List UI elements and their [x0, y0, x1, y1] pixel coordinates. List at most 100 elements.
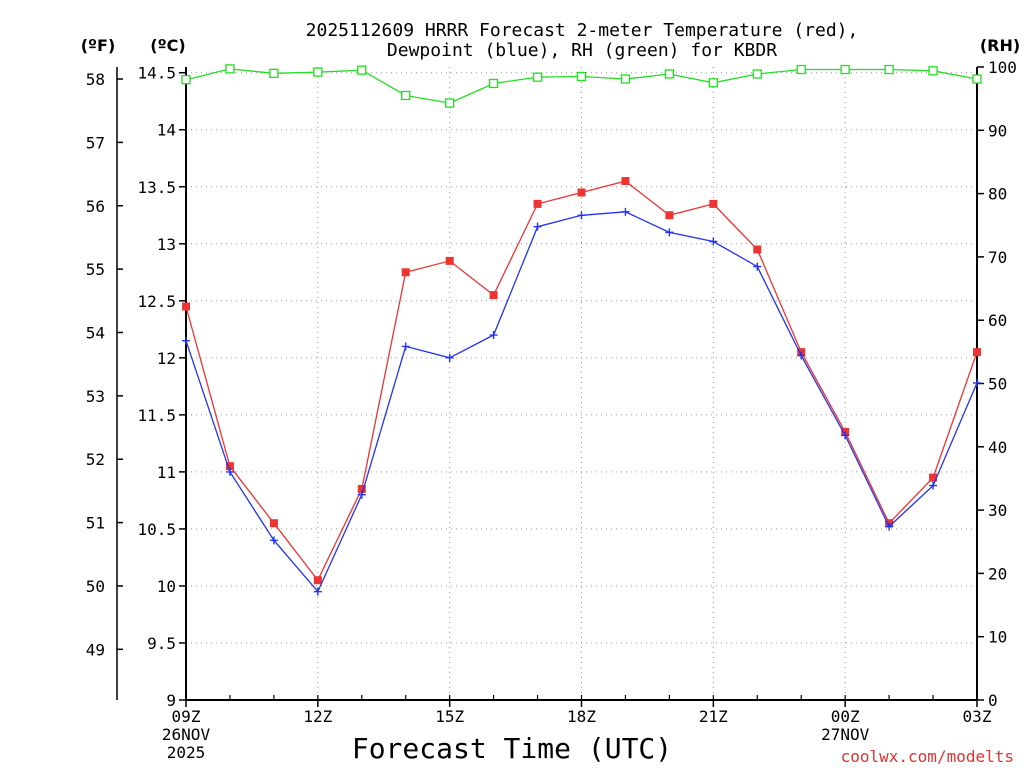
dewpoint-point	[621, 207, 630, 216]
rh-point	[884, 64, 894, 75]
dewpoint-point	[753, 262, 762, 271]
dewpoint-point	[533, 222, 542, 231]
fahrenheit-tick-label: 56	[86, 197, 105, 216]
rh-point	[357, 65, 367, 75]
fahrenheit-tick-label: 58	[86, 70, 105, 89]
dewpoint-point	[973, 378, 981, 387]
fahrenheit-tick-label: 54	[86, 323, 105, 342]
series	[181, 64, 982, 596]
x-tick-label: 21Z	[699, 707, 728, 726]
x-tick-label: 03Z	[963, 707, 992, 726]
rh-point	[664, 69, 675, 79]
dewpoint-point	[445, 353, 454, 362]
temperature-point	[225, 462, 234, 471]
celsius-tick-label: 9.5	[147, 634, 176, 653]
chart-title-line2: Dewpoint (blue), RH (green) for KBDR	[387, 40, 777, 61]
celsius-tick-label: 11	[157, 463, 176, 482]
dewpoint-point	[269, 536, 278, 545]
rh-tick-label: 80	[988, 185, 1007, 204]
celsius-tick-label: 9	[166, 691, 176, 710]
x-tick-date: 26NOV	[162, 725, 211, 744]
axis-ticks: 9 9.5 10 10.5 11 11.5 12 12.5 13 13.5 14 14.5 49 50 51…	[86, 58, 1017, 762]
temperature-point	[445, 256, 454, 265]
rh-point	[620, 74, 631, 84]
fahrenheit-tick-label: 53	[86, 387, 105, 406]
rh-tick-label: 20	[988, 564, 1007, 583]
dewpoint-point	[577, 211, 586, 220]
dewpoint-point	[929, 481, 938, 490]
rh-point	[576, 71, 587, 82]
temperature-point	[973, 348, 981, 357]
rh-point	[225, 64, 235, 74]
rh-point	[708, 78, 718, 88]
x-tick-label: 00Z	[831, 707, 860, 726]
temperature-point	[753, 245, 762, 254]
dewpoint-point	[225, 467, 234, 476]
chart-title-line1: 2025112609 HRRR Forecast 2-meter Tempera…	[306, 20, 859, 41]
rh-tick-label: 0	[988, 691, 998, 710]
dewpoint-point	[841, 431, 850, 440]
celsius-tick-label: 12	[157, 349, 176, 368]
rh-point	[401, 90, 411, 101]
celsius-tick-label: 13.5	[137, 178, 176, 197]
fahrenheit-unit-label: (ºF)	[81, 36, 116, 55]
dewpoint-point	[182, 336, 190, 345]
x-tick-label: 15Z	[435, 707, 464, 726]
temperature-point	[489, 291, 498, 300]
x-tick-label: 12Z	[303, 707, 332, 726]
rh-point	[269, 68, 279, 78]
celsius-tick-label: 14	[157, 121, 176, 140]
rh-point	[752, 69, 762, 79]
temperature-point	[665, 211, 674, 220]
celsius-tick-label: 10	[157, 577, 176, 596]
x-tick-year: 2025	[167, 743, 206, 762]
watermark: coolwx.com/modelts	[841, 747, 1014, 766]
temperature-point	[313, 576, 322, 585]
celsius-unit-label: (ºC)	[150, 36, 185, 55]
rh-tick-label: 10	[988, 628, 1007, 647]
fahrenheit-tick-label: 51	[86, 514, 105, 533]
fahrenheit-tick-label: 50	[86, 577, 105, 596]
rh-tick-label: 30	[988, 501, 1007, 520]
fahrenheit-tick-label: 57	[86, 133, 105, 152]
temperature-point	[269, 519, 278, 528]
rh-tick-label: 40	[988, 438, 1007, 457]
celsius-tick-label: 10.5	[137, 520, 176, 539]
dewpoint-point	[401, 342, 410, 351]
celsius-tick-label: 12.5	[137, 292, 176, 311]
dewpoint-point	[709, 237, 718, 246]
x-tick-date: 27NOV	[821, 725, 870, 744]
temperature-point	[577, 188, 586, 197]
rh-tick-label: 100	[988, 58, 1017, 77]
dewpoint-point	[489, 331, 498, 340]
dewpoint-point	[313, 587, 322, 596]
temperature-point	[357, 485, 366, 493]
celsius-tick-label: 14.5	[137, 64, 176, 83]
x-tick-label: 18Z	[567, 707, 596, 726]
rh-point	[488, 78, 499, 89]
rh-unit-label: (RH)	[980, 36, 1020, 55]
rh-point	[181, 75, 191, 85]
rh-point	[796, 64, 806, 75]
x-axis-label: Forecast Time (UTC)	[352, 732, 672, 765]
rh-point	[840, 64, 850, 75]
dewpoint-point	[797, 351, 806, 360]
temperature-point	[929, 473, 938, 482]
rh-point	[532, 72, 543, 82]
x-tick-label: 09Z	[172, 707, 201, 726]
rh-tick-label: 70	[988, 248, 1007, 267]
temperature-point	[533, 199, 542, 208]
dewpoint-point	[665, 228, 674, 237]
temperature-point	[621, 177, 630, 186]
rh-point	[928, 66, 938, 76]
rh-tick-label: 60	[988, 311, 1007, 330]
rh-tick-label: 50	[988, 375, 1007, 394]
rh-point	[972, 74, 982, 84]
temperature-point	[709, 199, 718, 208]
fahrenheit-tick-label: 55	[86, 260, 105, 279]
fahrenheit-tick-label: 49	[86, 640, 105, 659]
temperature-point	[182, 302, 190, 311]
rh-point	[445, 98, 455, 108]
rh-point	[313, 67, 323, 77]
